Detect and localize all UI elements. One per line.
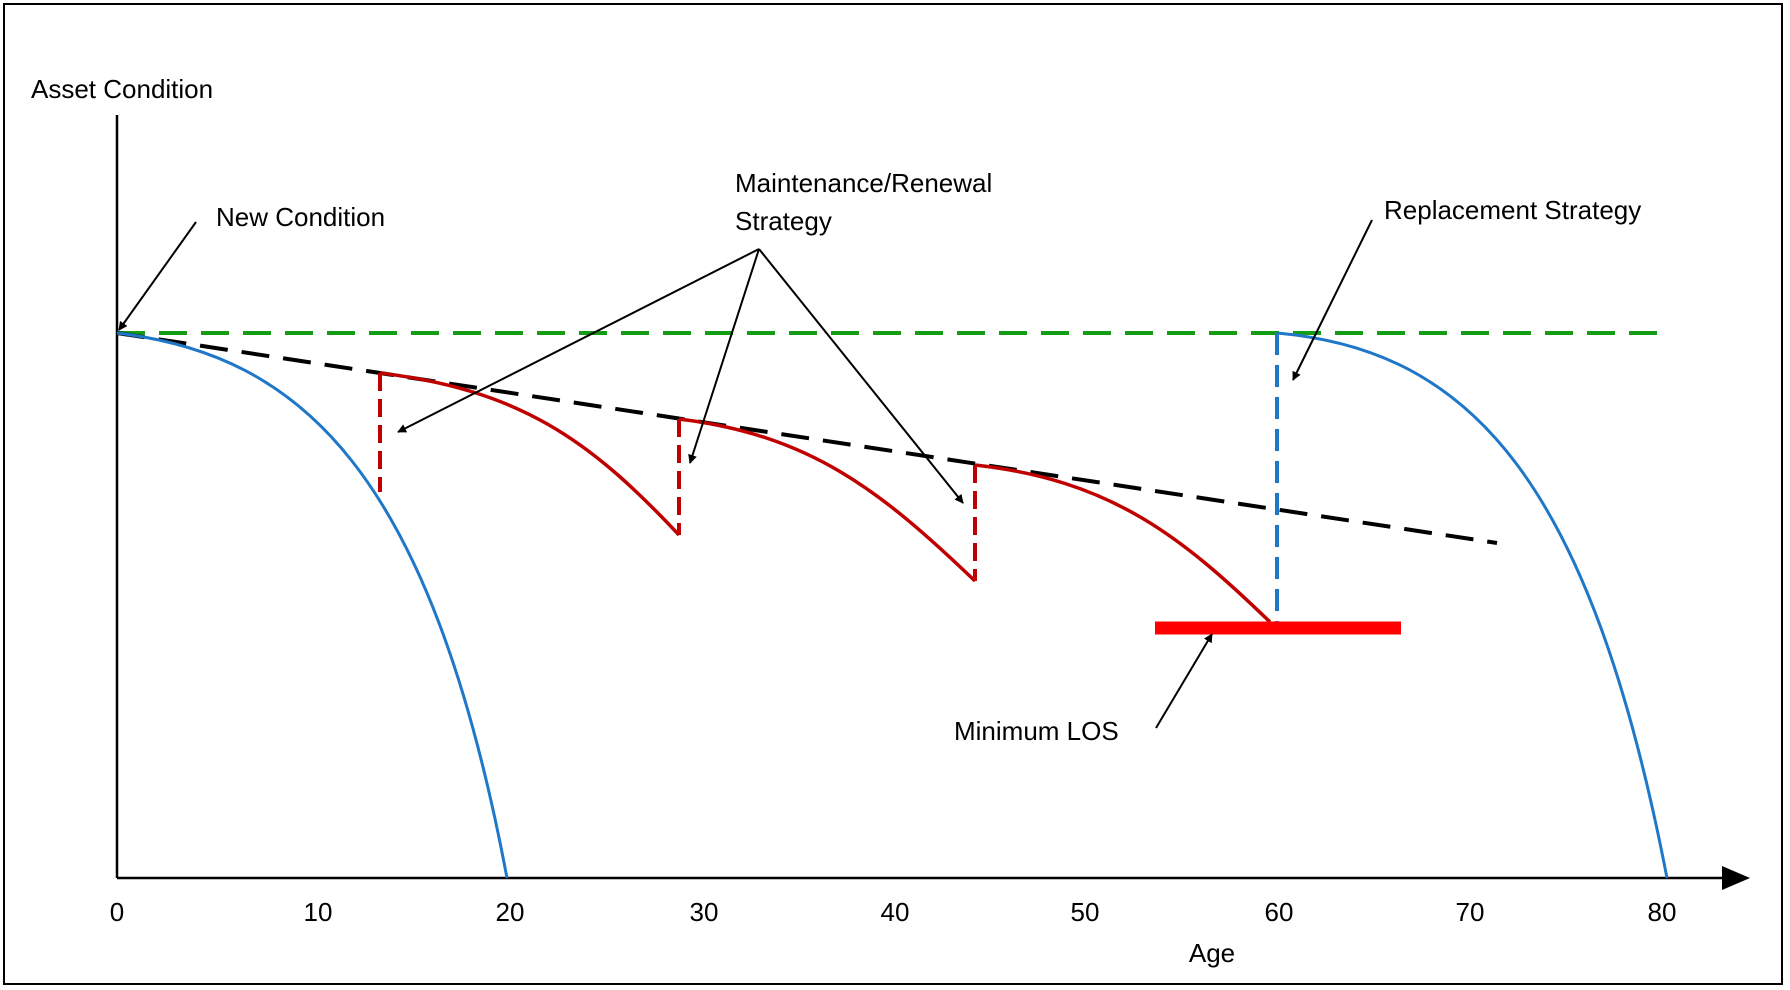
y-axis-label: Asset Condition xyxy=(31,74,213,104)
renewal-curve-2 xyxy=(678,417,977,583)
x-tick-label: 40 xyxy=(881,897,910,927)
deterioration-curve xyxy=(116,331,509,879)
x-tick-label: 70 xyxy=(1456,897,1485,927)
new-condition-arrow xyxy=(118,221,197,331)
x-tick-label: 80 xyxy=(1648,897,1677,927)
renewal-curve-3 xyxy=(974,463,1272,624)
maintenance-label-line1: Maintenance/Renewal xyxy=(735,168,992,198)
diagram-frame xyxy=(3,3,1783,985)
maintenance-label-line2: Strategy xyxy=(735,206,832,236)
renewal-trend-line xyxy=(116,331,1498,545)
x-tick-label: 50 xyxy=(1071,897,1100,927)
renewal-curve-1 xyxy=(379,371,681,537)
x-tick-label: 30 xyxy=(690,897,719,927)
x-tick-label: 20 xyxy=(496,897,525,927)
minimum-los-label: Minimum LOS xyxy=(954,716,1119,746)
replacement-deterioration-curve xyxy=(1276,331,1669,879)
maintenance-arrow-1 xyxy=(397,248,760,433)
x-axis-arrowhead xyxy=(1722,866,1750,890)
x-tick-label: 10 xyxy=(304,897,333,927)
x-tick-labels: 0 10 20 30 40 50 60 70 80 xyxy=(110,897,1677,927)
maintenance-arrow-3 xyxy=(758,248,964,504)
replacement-strategy-label: Replacement Strategy xyxy=(1384,195,1641,225)
x-tick-label: 60 xyxy=(1265,897,1294,927)
replacement-arrow xyxy=(1292,219,1373,381)
new-condition-label: New Condition xyxy=(216,202,385,232)
x-axis-label: Age xyxy=(1189,938,1235,968)
x-tick-label: 0 xyxy=(110,897,124,927)
minimum-los-arrow xyxy=(1155,633,1213,729)
maintenance-arrow-2 xyxy=(688,248,760,464)
